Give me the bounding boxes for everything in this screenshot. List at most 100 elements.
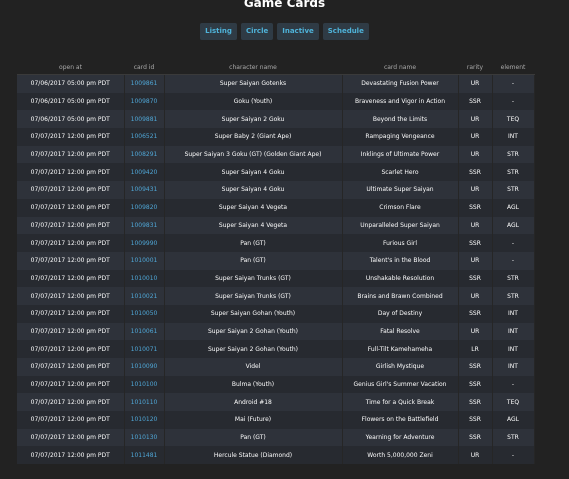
element-cell: - [492, 234, 535, 252]
rarity-cell: UR [458, 145, 493, 164]
open-at-cell: 07/07/2017 12:00 pm PDT [17, 163, 125, 182]
rarity-cell: SSR [458, 92, 493, 111]
table-row: 07/07/2017 12:00 pm PDT 1010010 Super Saiy… [17, 269, 535, 288]
rarity-cell: UR [458, 181, 493, 199]
card-id-link[interactable]: 1010090 [124, 358, 165, 376]
character-name-cell: Super Saiyan Gotenks [164, 74, 343, 93]
table-row: 07/07/2017 12:00 pm PDT 1011481 Hercule St… [17, 446, 535, 465]
card-name-cell: Brains and Brawn Combined [342, 287, 459, 305]
element-cell: - [492, 74, 535, 93]
card-id-link[interactable]: 1010110 [124, 393, 165, 412]
rarity-cell: SSR [458, 428, 493, 447]
card-id-link[interactable]: 1010071 [124, 340, 165, 358]
card-name-cell: Genius Girl's Summer Vacation [342, 375, 459, 394]
card-id-link[interactable]: 1009431 [124, 181, 165, 199]
tab-inactive[interactable]: Inactive [277, 23, 319, 40]
card-name-cell: Flowers on the Battlefield [342, 411, 459, 429]
rarity-cell: UR [458, 446, 493, 465]
card-name-cell: Ultimate Super Saiyan [342, 181, 459, 199]
card-id-link[interactable]: 1010001 [124, 251, 165, 270]
card-id-link[interactable]: 1009820 [124, 198, 165, 217]
card-id-link[interactable]: 1010130 [124, 428, 165, 447]
character-name-cell: Super Saiyan Trunks (GT) [164, 287, 343, 305]
card-name-cell: Fatal Resolve [342, 322, 459, 341]
open-at-cell: 07/07/2017 12:00 pm PDT [17, 181, 125, 199]
card-id-link[interactable]: 1009861 [124, 74, 165, 93]
header-element[interactable]: element [492, 60, 534, 75]
element-cell: - [492, 251, 535, 270]
open-at-cell: 07/06/2017 05:00 pm PDT [17, 110, 125, 129]
element-cell: STR [492, 145, 535, 164]
table-row: 07/07/2017 12:00 pm PDT 1008291 Super Saiy… [17, 145, 535, 164]
header-rarity[interactable]: rarity [458, 60, 492, 75]
card-id-link[interactable]: 1010120 [124, 411, 165, 429]
card-name-cell: Time for a Quick Break [342, 393, 459, 412]
card-name-cell: Inklings of Ultimate Power [342, 145, 459, 164]
card-id-link[interactable]: 1010010 [124, 269, 165, 288]
element-cell: STR [492, 181, 535, 199]
card-id-link[interactable]: 1009420 [124, 163, 165, 182]
character-name-cell: Bulma (Youth) [164, 375, 343, 394]
card-name-cell: Day of Destiny [342, 304, 459, 323]
open-at-cell: 07/07/2017 12:00 pm PDT [17, 358, 125, 376]
header-open-at[interactable]: open at [17, 60, 124, 75]
table-row: 07/07/2017 12:00 pm PDT 1010001 Pan (GT) Ta… [17, 251, 535, 270]
rarity-cell: SSR [458, 393, 493, 412]
header-card-name[interactable]: card name [342, 60, 458, 75]
open-at-cell: 07/07/2017 12:00 pm PDT [17, 375, 125, 394]
table-row: 07/07/2017 12:00 pm PDT 1010071 Super Saiy… [17, 340, 535, 358]
card-name-cell: Rampaging Vengeance [342, 128, 459, 146]
card-id-link[interactable]: 1006521 [124, 128, 165, 146]
table-row: 07/06/2017 05:00 pm PDT 1009870 Goku (Yout… [17, 92, 535, 111]
table-row: 07/07/2017 12:00 pm PDT 1010120 Mai (Futur… [17, 411, 535, 429]
card-id-link[interactable]: 1009881 [124, 110, 165, 129]
character-name-cell: Super Saiyan 2 Goku [164, 110, 343, 129]
character-name-cell: Super Saiyan 2 Gohan (Youth) [164, 322, 343, 341]
table-row: 07/07/2017 12:00 pm PDT 1010110 Android #1… [17, 393, 535, 412]
card-id-link[interactable]: 1011481 [124, 446, 165, 465]
card-name-cell: Scarlet Hero [342, 163, 459, 182]
rarity-cell: UR [458, 110, 493, 129]
card-id-link[interactable]: 1010021 [124, 287, 165, 305]
tab-listing[interactable]: Listing [200, 23, 237, 40]
card-name-cell: Devastating Fusion Power [342, 74, 459, 93]
element-cell: - [492, 92, 535, 111]
card-id-link[interactable]: 1008291 [124, 145, 165, 164]
element-cell: AGL [492, 411, 535, 429]
character-name-cell: Android #18 [164, 393, 343, 412]
table-row: 07/06/2017 05:00 pm PDT 1009861 Super Saiy… [17, 74, 535, 93]
element-cell: STR [492, 428, 535, 447]
table-row: 07/07/2017 12:00 pm PDT 1010100 Bulma (You… [17, 375, 535, 394]
card-id-link[interactable]: 1009831 [124, 216, 165, 235]
card-id-link[interactable]: 1010050 [124, 304, 165, 323]
element-cell: INT [492, 340, 535, 358]
card-name-cell: Girlish Mystique [342, 358, 459, 376]
card-id-link[interactable]: 1010061 [124, 322, 165, 341]
rarity-cell: SSR [458, 198, 493, 217]
table-row: 07/07/2017 12:00 pm PDT 1006521 Super Baby… [17, 128, 535, 146]
character-name-cell: Videl [164, 358, 343, 376]
element-cell: INT [492, 304, 535, 323]
card-id-link[interactable]: 1009870 [124, 92, 165, 111]
rarity-cell: UR [458, 128, 493, 146]
open-at-cell: 07/07/2017 12:00 pm PDT [17, 428, 125, 447]
cards-table: open at card id character name card name… [17, 60, 535, 465]
card-id-link[interactable]: 1009990 [124, 234, 165, 252]
tab-circle[interactable]: Circle [240, 23, 274, 40]
element-cell: - [492, 446, 535, 465]
table-row: 07/07/2017 12:00 pm PDT 1010021 Super Saiy… [17, 287, 535, 305]
header-card-id[interactable]: card id [124, 60, 164, 75]
character-name-cell: Pan (GT) [164, 428, 343, 447]
tab-schedule[interactable]: Schedule [322, 23, 369, 40]
table-row: 07/07/2017 12:00 pm PDT 1010090 Videl Girli… [17, 358, 535, 376]
element-cell: INT [492, 128, 535, 146]
card-id-link[interactable]: 1010100 [124, 375, 165, 394]
card-name-cell: Unshakable Resolution [342, 269, 459, 288]
table-row: 07/07/2017 12:00 pm PDT 1010130 Pan (GT) Ye… [17, 428, 535, 447]
card-name-cell: Crimson Flare [342, 198, 459, 217]
open-at-cell: 07/07/2017 12:00 pm PDT [17, 304, 125, 323]
card-name-cell: Yearning for Adventure [342, 428, 459, 447]
rarity-cell: UR [458, 287, 493, 305]
header-character-name[interactable]: character name [164, 60, 342, 75]
page-title: Game Cards [243, 0, 326, 10]
